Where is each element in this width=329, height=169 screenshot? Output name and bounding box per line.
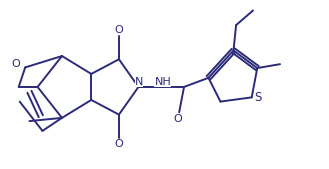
Text: N: N [135, 77, 143, 87]
Text: O: O [114, 25, 123, 35]
Text: S: S [255, 91, 262, 104]
Text: O: O [114, 139, 123, 149]
Text: O: O [12, 59, 20, 69]
Text: O: O [173, 114, 182, 125]
Text: NH: NH [155, 77, 171, 87]
